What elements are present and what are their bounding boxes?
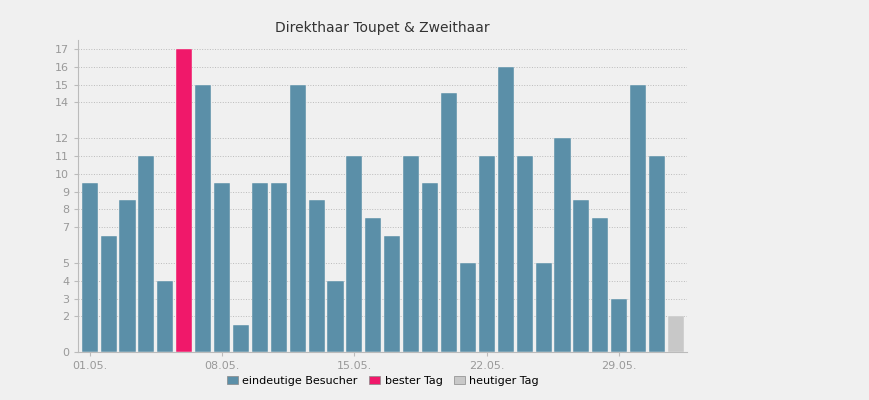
Legend: eindeutige Besucher, bester Tag, heutiger Tag: eindeutige Besucher, bester Tag, heutige… [222,372,542,390]
Bar [554,138,570,352]
Bar [346,156,362,352]
Bar [384,236,400,352]
Bar [176,49,192,352]
Bar [119,200,136,352]
Bar [327,281,343,352]
Title: Direkthaar Toupet & Zweithaar: Direkthaar Toupet & Zweithaar [275,21,489,35]
Bar [251,183,268,352]
Bar [365,218,381,352]
Bar [667,316,683,352]
Bar [402,156,419,352]
Bar [441,94,456,352]
Bar [629,84,646,352]
Bar [233,325,249,352]
Bar [648,156,664,352]
Bar [82,183,97,352]
Bar [214,183,229,352]
Bar [138,156,155,352]
Bar [195,84,211,352]
Bar [516,156,532,352]
Bar [573,200,588,352]
Bar [308,200,324,352]
Bar [289,84,305,352]
Bar [535,263,551,352]
Bar [478,156,494,352]
Bar [101,236,116,352]
Bar [421,183,438,352]
Bar [610,298,627,352]
Bar [592,218,607,352]
Bar [270,183,287,352]
Bar [460,263,475,352]
Bar [497,67,514,352]
Bar [157,281,173,352]
